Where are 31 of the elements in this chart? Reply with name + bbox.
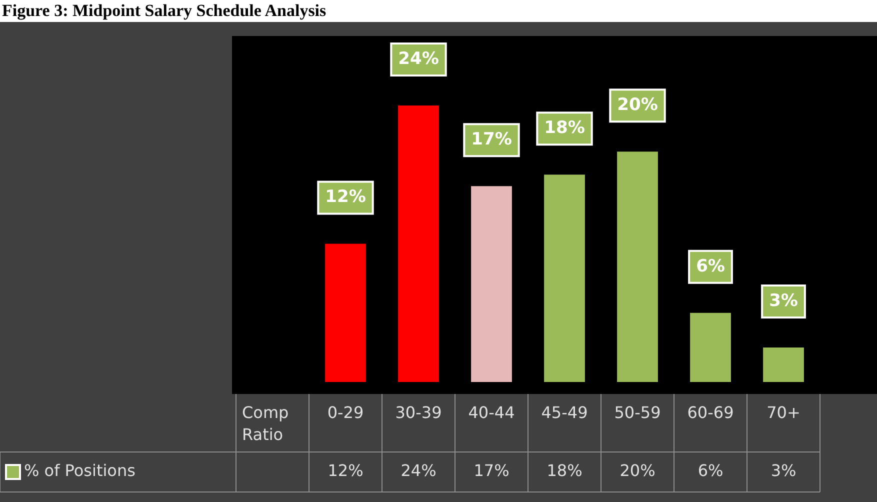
- x-tick-label: 45-49: [541, 403, 588, 422]
- x-tick-label: 40-44: [468, 403, 515, 422]
- bar: [471, 186, 512, 382]
- data-label: 20%: [620, 461, 656, 480]
- text: 18%: [544, 118, 585, 138]
- bar: [325, 244, 366, 382]
- data-label: 6%: [698, 461, 724, 480]
- x-tick-label: 60-69: [687, 403, 734, 422]
- x-tick-label: 70+: [766, 403, 800, 422]
- text: Figure 3: Midpoint Salary Schedule Analysis: [1, 0, 328, 22]
- text: 24%: [398, 48, 439, 69]
- data-label: 17%: [474, 461, 510, 480]
- text: 20%: [617, 95, 658, 116]
- data-label: 12%: [328, 461, 364, 480]
- legend-label: % of Positions: [24, 461, 136, 480]
- text: 12%: [325, 187, 366, 208]
- data-label: 18%: [546, 461, 582, 480]
- x-axis-title: Comp Ratio: [242, 403, 289, 444]
- x-tick-label: 30-39: [395, 403, 442, 422]
- data-label: 24%: [400, 461, 436, 480]
- bar: [398, 106, 439, 382]
- text: 6%: [696, 256, 725, 276]
- bar: [617, 152, 658, 382]
- text: 17%: [471, 130, 512, 150]
- bar: [763, 347, 804, 382]
- data-label: 3%: [770, 461, 796, 480]
- x-tick-label: 0-29: [327, 403, 364, 422]
- bar: [544, 174, 585, 382]
- x-tick-label: 50-59: [614, 403, 661, 422]
- text: 3%: [769, 290, 798, 311]
- bar: [690, 312, 731, 382]
